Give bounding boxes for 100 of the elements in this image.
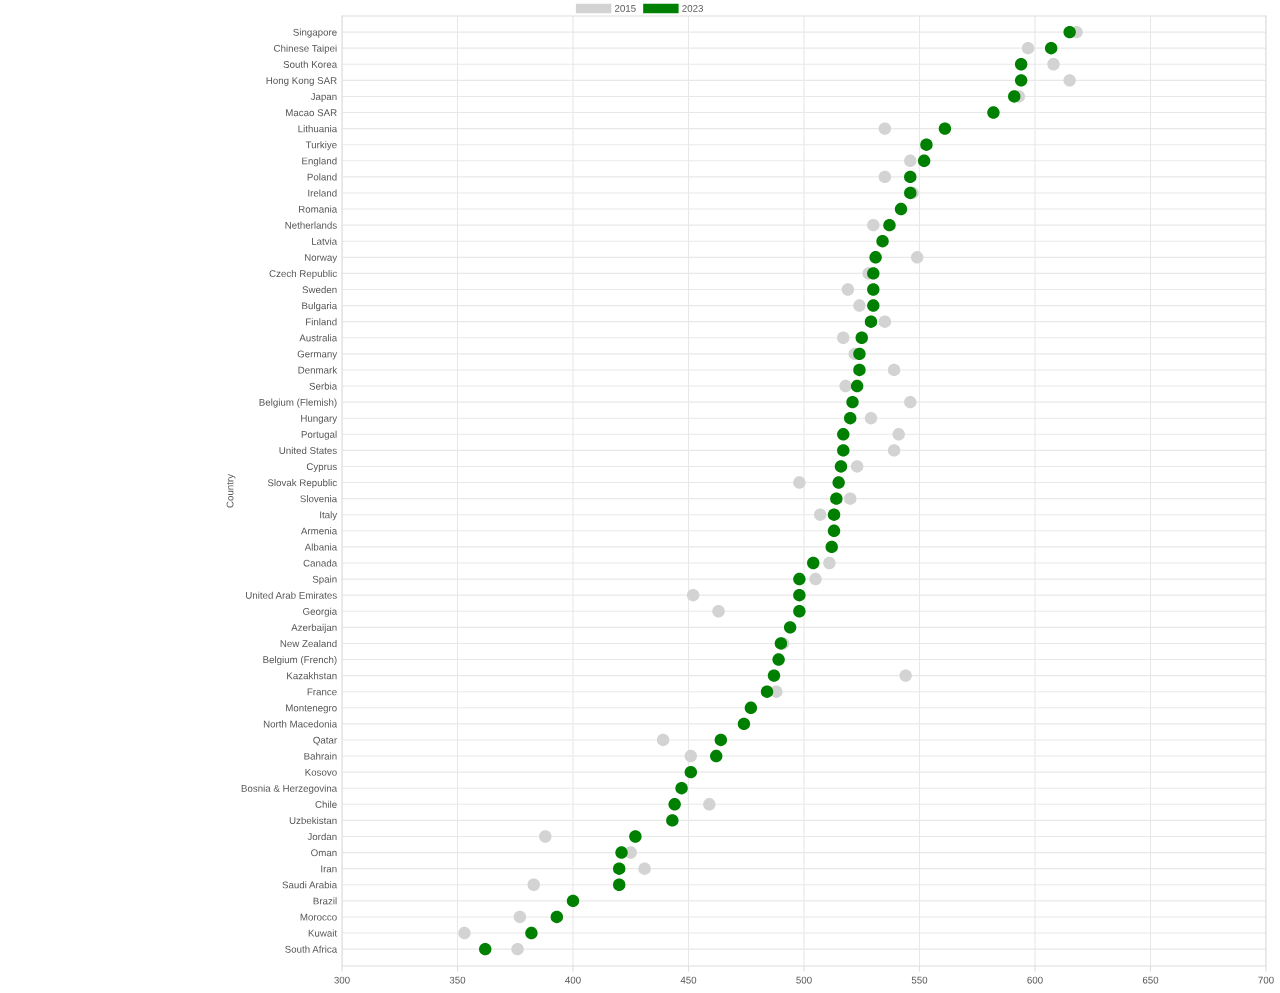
y-tick-label: Belgium (Flemish) <box>259 398 337 408</box>
y-tick-label: Albania <box>304 543 338 551</box>
point <box>855 331 868 344</box>
point <box>830 492 843 505</box>
point <box>744 701 758 714</box>
y-tick-label: South Korea <box>283 60 338 68</box>
y-tick-label: Ireland <box>308 189 337 197</box>
y-tick-label: Lithuania <box>298 125 338 133</box>
point <box>832 476 845 489</box>
y-tick-label: Armenia <box>300 527 338 535</box>
point <box>1008 90 1021 103</box>
y-tick-label: Qatar <box>313 736 337 746</box>
point <box>899 669 912 682</box>
y-tick-label: Czech Republic <box>269 269 337 279</box>
point <box>793 588 806 602</box>
y-tick-label: Spain <box>312 575 337 585</box>
point <box>938 122 952 135</box>
y-tick-label: Jordan <box>307 832 337 841</box>
y-tick-label: Norway <box>304 254 338 263</box>
y-tick-label: Bosnia & Herzegovina <box>241 784 338 794</box>
y-tick-label: Montenegro <box>286 704 337 714</box>
point <box>527 878 540 891</box>
point <box>684 765 698 779</box>
point <box>878 122 892 135</box>
point <box>772 653 785 666</box>
y-tick-label: Brazil <box>313 897 337 905</box>
point <box>823 556 836 570</box>
y-tick-label: Iran <box>321 865 337 873</box>
y-tick-label: Kosovo <box>305 768 337 776</box>
point <box>869 251 882 264</box>
point <box>878 315 892 328</box>
point <box>1014 58 1028 71</box>
y-tick-label: Japan <box>310 93 337 102</box>
point <box>827 508 841 521</box>
point <box>853 363 866 377</box>
point <box>910 251 924 264</box>
point <box>843 492 857 505</box>
y-tick-label: Hong Kong SAR <box>266 77 337 86</box>
point <box>837 428 850 441</box>
legend-label: 2015 <box>614 4 636 12</box>
point <box>684 749 698 763</box>
y-tick-label: Turkiye <box>305 141 337 151</box>
point <box>1021 41 1035 55</box>
point <box>864 315 878 328</box>
y-tick-label: Bulgaria <box>302 302 338 312</box>
y-tick-label: United Arab Emirates <box>246 591 337 599</box>
point <box>479 942 492 956</box>
point <box>458 926 471 940</box>
point <box>1044 41 1058 55</box>
point <box>825 540 838 554</box>
point <box>612 862 626 875</box>
x-tick-label: 450 <box>680 976 697 984</box>
y-tick-label: Canada <box>303 559 338 567</box>
point <box>837 444 850 457</box>
point <box>807 556 820 570</box>
y-tick-label: France <box>307 688 337 696</box>
point <box>760 685 774 698</box>
point <box>712 605 725 618</box>
y-tick-label: Singapore <box>293 28 337 38</box>
point <box>853 347 866 361</box>
y-tick-label: Denmark <box>298 366 338 374</box>
point <box>703 798 716 811</box>
point <box>867 267 880 280</box>
x-tick-label: 350 <box>449 976 466 984</box>
x-tick-label: 700 <box>1258 976 1274 984</box>
point <box>629 830 642 843</box>
point <box>887 363 901 377</box>
point <box>867 299 880 312</box>
point <box>783 621 797 634</box>
x-tick-label: 400 <box>565 976 581 984</box>
point <box>615 846 628 859</box>
y-tick-label: Slovenia <box>300 495 338 503</box>
y-tick-label: United States <box>279 446 337 454</box>
y-tick-label: Kuwait <box>308 929 338 937</box>
y-tick-label: Kazakhstan <box>287 672 337 680</box>
y-tick-label: Sweden <box>302 285 337 294</box>
point <box>809 572 822 586</box>
point <box>987 106 1000 119</box>
point <box>843 411 857 425</box>
point <box>1063 25 1076 39</box>
point <box>668 798 681 811</box>
point <box>686 588 700 602</box>
y-tick-label: Uzbekistan <box>289 816 337 825</box>
point <box>904 170 917 184</box>
point <box>566 894 580 908</box>
point <box>878 170 892 184</box>
point <box>793 605 806 618</box>
point <box>813 508 827 521</box>
y-tick-label: Portugal <box>301 430 337 440</box>
point <box>867 283 880 296</box>
y-tick-label: Azerbaijan <box>291 623 337 633</box>
y-tick-label: Belgium (French) <box>263 656 337 666</box>
y-tick-label: Poland <box>307 173 337 181</box>
point <box>539 830 552 843</box>
y-tick-label: Chinese Taipei <box>274 44 337 54</box>
y-tick-label: Italy <box>320 511 338 521</box>
y-tick-label: Serbia <box>309 382 338 390</box>
y-tick-label: South Africa <box>285 945 338 953</box>
y-tick-label: Macao SAR <box>286 109 337 117</box>
point <box>675 782 688 795</box>
